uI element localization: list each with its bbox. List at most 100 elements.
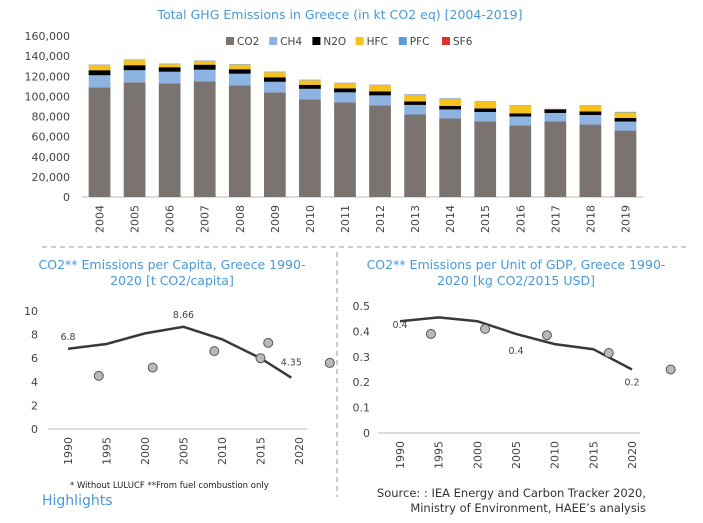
- gdp-title-line1: CO2** Emissions per Unit of GDP, Greece …: [367, 257, 666, 272]
- bar-segment-ch4: [404, 104, 426, 115]
- bar-segment-pfc: [228, 64, 251, 65]
- legend-swatch-co2: [226, 37, 234, 45]
- main-chart-title: Total GHG Emissions in Greece (in kt CO2…: [156, 7, 522, 22]
- y-tick: 8: [31, 329, 38, 342]
- bar-segment-pfc: [123, 59, 146, 61]
- bar-segment-n2o: [474, 108, 497, 112]
- x-tick: 2000: [471, 441, 484, 469]
- y-tick: 4: [31, 376, 38, 389]
- bar-segment-n2o: [404, 101, 426, 105]
- bar-y-tick: 100,000: [25, 90, 71, 103]
- bar-segment-ch4: [544, 112, 567, 122]
- bar-segment-n2o: [88, 70, 111, 76]
- x-tick: 2020: [293, 437, 306, 465]
- source-line-2: Ministry of Environment, HAEE’s analysis: [410, 501, 646, 515]
- bar-x-tick: 2017: [549, 205, 562, 233]
- bar-segment-ch4: [614, 121, 637, 131]
- bar-segment-n2o: [579, 111, 602, 115]
- bar-segment-ch4: [579, 114, 602, 125]
- bar-segment-n2o: [614, 118, 637, 122]
- data-label: 0.4: [392, 320, 407, 331]
- bar-chart: 0 20,000 40,000 60,000 80,000 100,000 120,000 1…: [25, 30, 643, 233]
- legend-label-co2: CO2: [237, 36, 259, 48]
- x-tick: 2005: [510, 441, 523, 469]
- highlights-label: Highlights: [42, 493, 113, 509]
- bar-segment-pfc: [263, 71, 286, 73]
- bar-segment-n2o: [158, 67, 181, 72]
- bar-segment-n2o: [334, 88, 356, 93]
- scatter-point: [541, 330, 552, 341]
- bar-segment-hfc: [334, 83, 356, 89]
- bar-segment-pfc: [544, 108, 567, 110]
- bar-segment-co2: [404, 114, 426, 197]
- scatter-point: [93, 370, 104, 381]
- x-tick: 2015: [255, 437, 268, 465]
- bar-segment-n2o: [263, 77, 286, 82]
- data-label: 0.2: [624, 378, 639, 389]
- bar-x-tick: 2018: [584, 205, 597, 233]
- bar-segment-pfc: [158, 63, 181, 65]
- bar-x-tick: 2008: [234, 205, 247, 233]
- legend-swatch-ch4: [269, 37, 278, 45]
- bar-x-tick: 2010: [304, 205, 317, 233]
- x-tick: 2010: [549, 441, 562, 469]
- bar-segment-n2o: [509, 113, 532, 117]
- bar-segment-pfc: [509, 105, 532, 106]
- legend-swatch-hfc: [355, 37, 364, 45]
- bar-x-tick: 2016: [514, 205, 527, 233]
- bar-segment-ch4: [509, 116, 532, 126]
- bar-y-tick: 120,000: [25, 70, 71, 83]
- bar-segment-co2: [369, 105, 391, 197]
- bar-x-tick: 2012: [374, 205, 387, 233]
- bar-segment-n2o: [123, 65, 146, 71]
- bar-segment-n2o: [544, 109, 567, 113]
- bar-x-tick: 2011: [339, 205, 352, 233]
- y-tick: 0.1: [353, 402, 371, 415]
- bar-y-tick: 20,000: [32, 171, 71, 184]
- x-tick: 2005: [178, 437, 191, 465]
- bar-segment-co2: [474, 121, 497, 197]
- bar-segment-hfc: [88, 65, 111, 71]
- bar-segment-co2: [439, 118, 462, 197]
- scatter-point: [263, 337, 274, 348]
- bar-segment-pfc: [334, 82, 356, 84]
- bar-segment-co2: [579, 124, 602, 197]
- bar-segment-co2: [614, 130, 637, 197]
- bar-x-tick: 2004: [94, 205, 107, 233]
- bar-segment-co2: [509, 125, 532, 197]
- bar-segment-n2o: [369, 91, 391, 96]
- legend-label-pfc: PFC: [410, 36, 430, 48]
- legend-label-n2o: N2O: [323, 36, 346, 48]
- bar-segment-hfc: [193, 61, 216, 65]
- scatter-point: [603, 347, 614, 358]
- bar-segment-pfc: [369, 84, 391, 86]
- bar-segment-co2: [544, 121, 567, 197]
- y-tick: 6: [31, 352, 38, 365]
- capita-chart: 0 2 4 6 8 10 1990 1995 2000 2005 2010 2015 2020 6.8 8.…: [24, 305, 335, 465]
- bar-segment-pfc: [439, 98, 462, 99]
- x-tick: 1990: [394, 441, 407, 469]
- bar-segment-co2: [299, 99, 321, 197]
- bar-x-tick: 2015: [479, 205, 492, 233]
- bar-segment-n2o: [299, 84, 321, 89]
- bar-segment-hfc: [439, 98, 462, 106]
- capita-title-line1: CO2** Emissions per Capita, Greece 1990-: [39, 257, 306, 272]
- bar-segment-pfc: [474, 101, 497, 102]
- y-tick: 0.2: [353, 376, 371, 389]
- bar-segment-hfc: [228, 64, 251, 70]
- bar-x-tick: 2005: [129, 205, 142, 233]
- legend-swatch-pfc: [398, 37, 407, 45]
- legend-swatch-n2o: [312, 37, 321, 45]
- bar-x-tick: 2019: [619, 205, 632, 233]
- bar-segment-co2: [228, 85, 251, 197]
- bar-segment-ch4: [158, 71, 181, 84]
- bar-segment-ch4: [474, 111, 497, 122]
- y-tick: 0.5: [353, 300, 371, 313]
- data-label: 8.66: [173, 310, 194, 321]
- bar-segment-co2: [334, 102, 356, 197]
- legend-label-ch4: CH4: [280, 36, 302, 48]
- y-tick: 0.3: [353, 351, 371, 364]
- bar-segment-hfc: [263, 72, 286, 78]
